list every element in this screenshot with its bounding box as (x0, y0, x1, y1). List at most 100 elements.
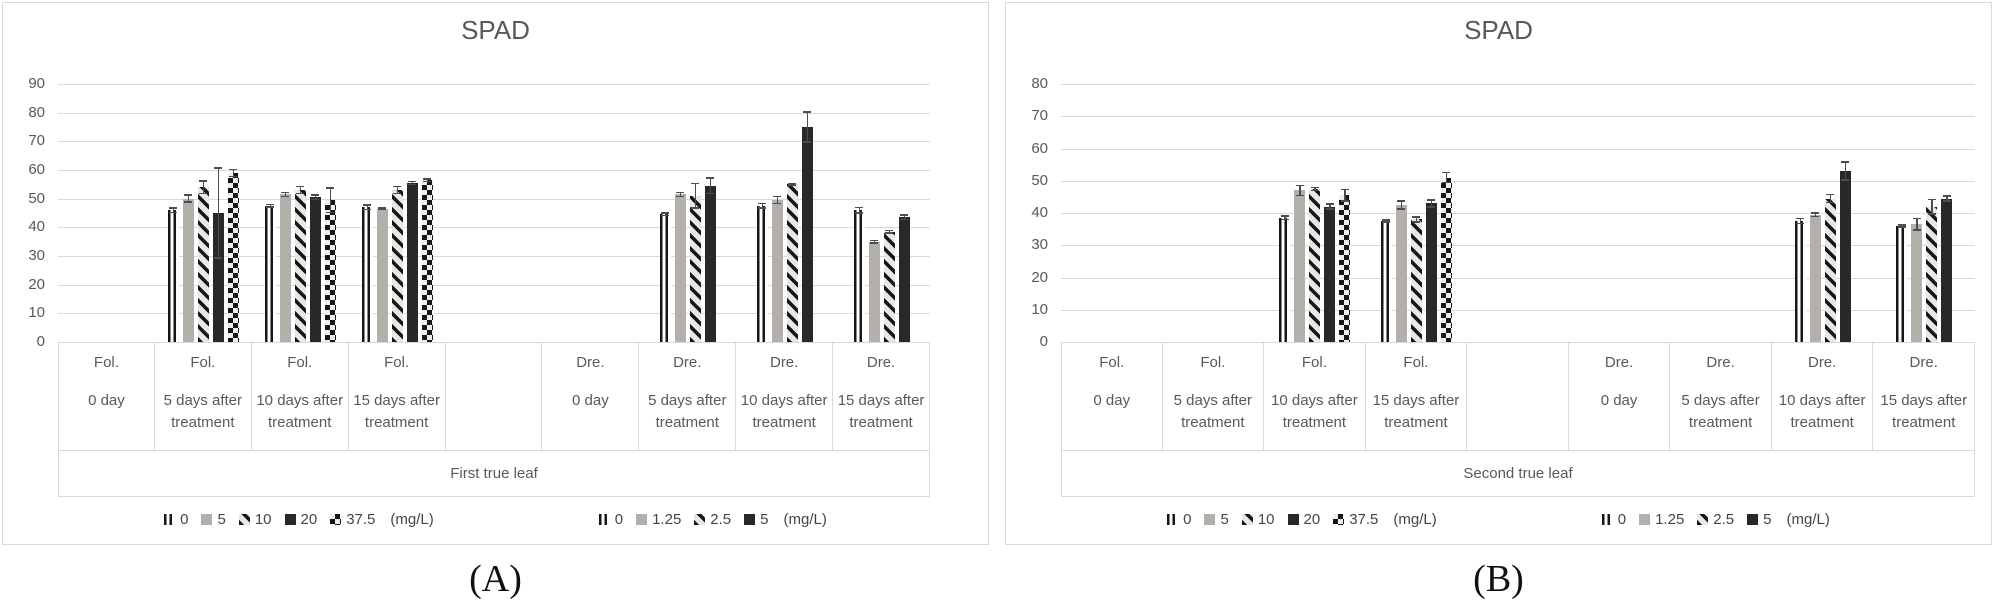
chart-b-frame: SPAD 0 10 20 30 40 50 60 70 80 Fol. 0 day Fol. 5 da… (1005, 2, 1992, 545)
legend-label: 5 (217, 510, 226, 528)
error-bar-cap (296, 185, 305, 188)
day-label: 15 days after treatment (353, 392, 440, 431)
treatment-label: Fol. (287, 354, 313, 371)
error-bar-cap (311, 198, 320, 201)
error-bar (366, 204, 369, 211)
legend-group-foliar-doses: 0 5 10 20 37.5 (mg/L) (1167, 511, 1437, 528)
category-cell: Dre. 5 days after treatment (639, 342, 737, 450)
error-bar-cap (870, 239, 879, 242)
error-bar-cap (423, 178, 432, 180)
y-tick-label: 70 (28, 132, 45, 150)
gridline-70 (58, 141, 930, 143)
error-bar (314, 194, 317, 201)
error-bar (1430, 199, 1433, 208)
legend-item: 0 (164, 511, 188, 528)
error-bar-cap (266, 206, 275, 208)
treatment-label: Dre. (1604, 354, 1634, 371)
bar-checker (1339, 188, 1351, 342)
y-tick-label: 70 (1031, 107, 1048, 125)
error-bar (776, 195, 779, 205)
error-bar-cap (1927, 198, 1936, 200)
legend-label: 2.5 (1713, 510, 1735, 528)
bar-group (542, 84, 639, 342)
legend-swatch-vstripe-icon (164, 513, 176, 525)
error-bar (1299, 184, 1301, 197)
y-tick-label: 40 (28, 218, 45, 236)
error-bar-cap (423, 180, 432, 183)
error-bar-cap (1310, 186, 1319, 189)
error-bar (679, 191, 682, 198)
bar-group (155, 84, 252, 342)
legend-swatch-gray-icon (1639, 513, 1651, 525)
legend-label: 2.5 (710, 510, 732, 528)
bar-group (1366, 84, 1468, 342)
error-bar-cap (393, 185, 402, 188)
y-tick-label: 80 (28, 103, 45, 121)
day-label: 0 day (1093, 392, 1131, 409)
legend-label: 20 (1303, 510, 1321, 528)
error-bar-cap (1942, 200, 1951, 202)
panel-b-label: (B) (1473, 558, 1524, 600)
legend-label: 0 (1617, 510, 1627, 528)
error-bar-cap (296, 192, 305, 195)
legend-item: 2.5 (1697, 511, 1734, 528)
gridline-20 (1061, 277, 1975, 279)
chart-b-category-axis: Fol. 0 day Fol. 5 days after treatment Fol. 1… (1061, 342, 1975, 451)
legend-item: 1.25 (1639, 511, 1684, 528)
legend-swatch-vstripe-icon (1601, 513, 1613, 525)
chart-a-category-axis: Fol. 0 day Fol. 5 days after treatment Fol. 1… (58, 342, 930, 451)
error-bar-cap (199, 192, 208, 195)
chart-b-bar-cells (1061, 84, 1975, 342)
bar-group (1772, 84, 1874, 342)
bar-diag (883, 229, 895, 342)
legend-item: 1.25 (636, 511, 681, 528)
error-bar-cap (1841, 179, 1850, 181)
error-bar (1931, 198, 1933, 215)
error-bar-cap (393, 192, 402, 195)
error-bar-cap (803, 141, 812, 143)
gridline-80 (58, 112, 930, 114)
legend-item: 0 (1167, 511, 1191, 528)
error-bar-cap (855, 206, 864, 209)
gridline-40 (1061, 213, 1975, 214)
bar-group (1569, 84, 1671, 342)
error-bar-cap (1295, 184, 1304, 187)
error-bar-cap (661, 212, 670, 214)
error-bar (903, 214, 906, 221)
error-bar (299, 185, 302, 195)
bar-vstripe (361, 204, 373, 342)
day-label: 10 days after treatment (1778, 392, 1866, 431)
y-tick-label: 10 (1031, 300, 1048, 318)
error-bar-cap (1442, 171, 1451, 174)
bar-diag (1309, 186, 1321, 342)
bar-gray (674, 191, 686, 342)
bar-vstripe (1896, 224, 1908, 342)
day-label: 5 days after treatment (1173, 392, 1253, 431)
gridline-10 (58, 313, 930, 315)
chart-a-plot-area (58, 84, 930, 343)
error-bar-cap (1412, 221, 1421, 223)
error-bar-cap (1796, 217, 1805, 220)
error-bar-cap (229, 168, 238, 171)
error-bar-cap (363, 204, 372, 206)
y-tick-label: 0 (36, 333, 45, 350)
error-bar-cap (1811, 215, 1820, 218)
error-bar-cap (758, 202, 767, 205)
error-bar (1314, 186, 1316, 192)
bar-group (736, 84, 833, 342)
gridline-60 (1061, 148, 1975, 150)
chart-a-y-axis: 0 10 20 30 40 50 60 70 80 90 (3, 75, 49, 350)
error-bar (806, 111, 809, 143)
error-bar-cap (1325, 203, 1334, 205)
legend-label: 5 (1763, 510, 1772, 528)
bar-vstripe (853, 206, 865, 342)
error-bar-cap (169, 211, 178, 213)
treatment-label: Fol. (1200, 354, 1226, 371)
error-bar-cap (229, 175, 238, 178)
error-bar-cap (1796, 222, 1805, 225)
day-label: 0 day (1600, 392, 1638, 409)
bar-black (1324, 203, 1336, 342)
treatment-label: Fol. (1403, 354, 1429, 371)
bar-vstripe (659, 212, 671, 342)
error-bar-cap (169, 207, 178, 209)
